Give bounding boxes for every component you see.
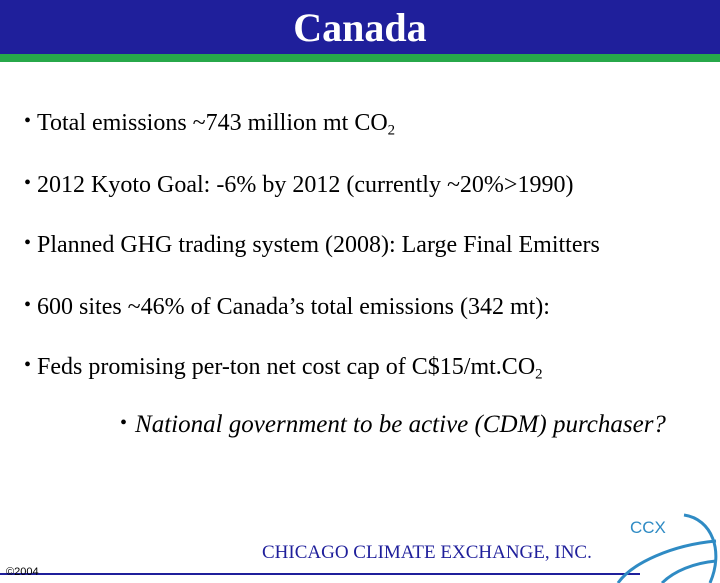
copyright-notice: ©2004	[6, 566, 39, 578]
bullet-item: • 2012 Kyoto Goal: -6% by 2012 (currently…	[24, 170, 573, 201]
subscript: 2	[535, 366, 543, 383]
bullet-marker: •	[24, 232, 32, 254]
bullet-item: • Feds promising per-ton net cost cap of …	[24, 352, 543, 389]
bullet-text: 600 sites ~46% of Canada’s total emissio…	[37, 294, 550, 320]
footer-organization: CHICAGO CLIMATE EXCHANGE, INC.	[262, 542, 592, 563]
bullet-item: • 600 sites ~46% of Canada’s total emissi…	[24, 292, 550, 323]
title-accent-stripe	[0, 54, 720, 62]
bullet-text: Total emissions ~743 million mt CO	[37, 110, 388, 136]
logo-arc	[616, 539, 717, 583]
bullet-marker: •	[120, 412, 128, 434]
bullet-item: • Planned GHG trading system (2008): Larg…	[24, 230, 600, 261]
bullet-marker: •	[24, 354, 32, 376]
bullet-text: 2012 Kyoto Goal: -6% by 2012 (currently …	[37, 172, 574, 198]
logo-arc	[683, 513, 718, 583]
title-bar: Canada	[0, 0, 720, 62]
subscript: 2	[387, 122, 396, 139]
bullet-text: Planned GHG trading system (2008): Large…	[37, 232, 600, 258]
bullet-marker: •	[24, 172, 32, 194]
bullet-item: • Total emissions ~743 million mt CO2	[24, 108, 395, 145]
sub-bullet-text: National government to be active (CDM) p…	[135, 411, 666, 438]
bullet-text: Feds promising per-ton net cost cap of C…	[37, 354, 536, 380]
logo-text: CCX	[630, 518, 666, 537]
sub-bullet: • National government to be active (CDM) …	[120, 411, 666, 439]
footer-divider	[0, 573, 640, 575]
logo-arc	[660, 559, 717, 583]
bullet-marker: •	[24, 294, 32, 316]
bullet-marker: •	[24, 110, 32, 132]
slide-title: Canada	[293, 5, 427, 50]
ccx-logo-icon: CCX	[616, 513, 718, 583]
